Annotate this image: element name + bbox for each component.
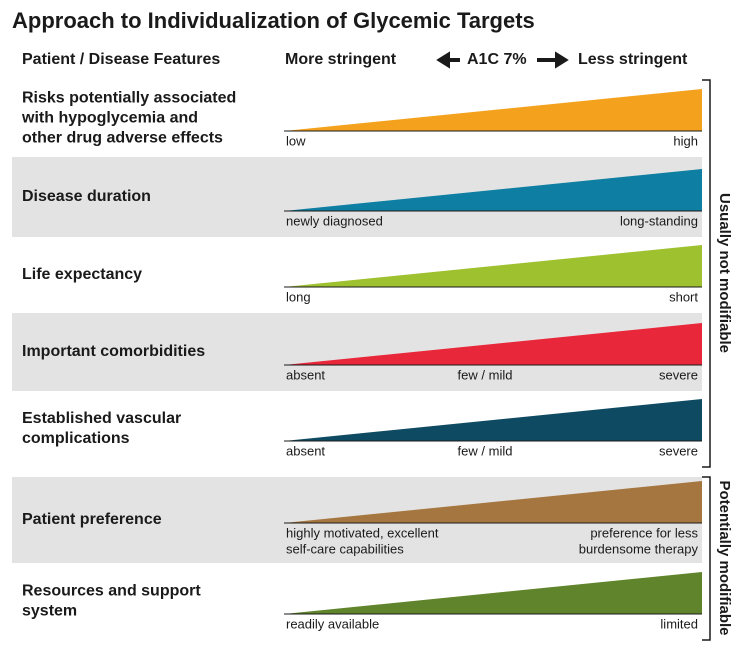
row-label: complications (22, 430, 130, 447)
row-label: Risks potentially associated (22, 90, 236, 107)
wedge (284, 481, 702, 523)
group-label: Usually not modifiable (716, 193, 733, 353)
wedge (284, 169, 702, 211)
row-label: other drug adverse effects (22, 130, 223, 147)
right-arrow (537, 51, 569, 69)
wedge (284, 89, 702, 131)
scale-label: self-care capabilities (286, 541, 404, 556)
scale-label: burdensome therapy (579, 541, 699, 556)
row-label: Life expectancy (22, 266, 142, 283)
less-stringent: Less stringent (578, 51, 688, 68)
more-stringent: More stringent (285, 51, 397, 68)
features-header: Patient / Disease Features (22, 51, 220, 68)
row-label: Patient preference (22, 511, 162, 528)
row-label: Disease duration (22, 188, 151, 205)
bracket (702, 79, 711, 468)
row-label: with hypoglycemia and (21, 110, 198, 127)
a1c-target: A1C 7% (467, 51, 527, 68)
scale-label: few / mild (458, 367, 513, 382)
row-label: Important comorbidities (22, 343, 205, 360)
scale-label: long (286, 289, 311, 304)
row-label: Resources and support (22, 583, 201, 600)
scale-label: low (286, 133, 306, 148)
left-arrow (436, 51, 460, 69)
scale-label: readily available (286, 616, 379, 631)
scale-label: highly motivated, excellent (286, 525, 439, 540)
scale-label: preference for less (590, 525, 698, 540)
scale-label: newly diagnosed (286, 213, 383, 228)
bracket (702, 476, 711, 641)
scale-label: absent (286, 367, 325, 382)
row-label: Established vascular (22, 410, 181, 427)
scale-label: limited (660, 616, 698, 631)
group-label: Potentially modifiable (716, 480, 733, 635)
scale-label: severe (659, 367, 698, 382)
scale-label: long-standing (620, 213, 698, 228)
scale-label: few / mild (458, 443, 513, 458)
wedge (284, 572, 702, 614)
title: Approach to Individualization of Glycemi… (12, 8, 535, 33)
scale-label: high (673, 133, 698, 148)
row-label: system (22, 603, 77, 620)
scale-label: severe (659, 443, 698, 458)
wedge (284, 399, 702, 441)
scale-label: short (669, 289, 698, 304)
wedge (284, 245, 702, 287)
wedge (284, 323, 702, 365)
scale-label: absent (286, 443, 325, 458)
